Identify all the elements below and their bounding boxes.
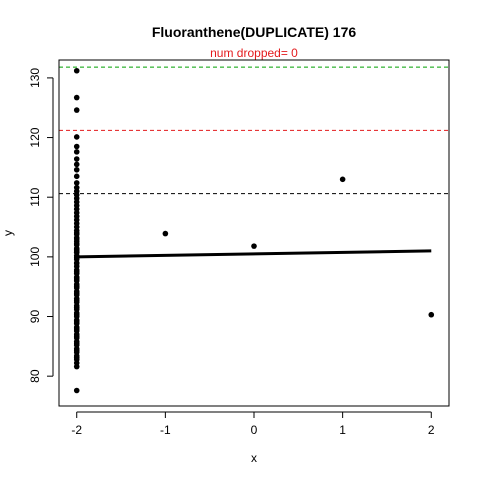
data-point xyxy=(73,107,80,113)
x-tick-label: -2 xyxy=(71,423,82,437)
data-point xyxy=(73,297,80,304)
data-point xyxy=(73,319,80,325)
x-tick-label: 0 xyxy=(251,423,258,437)
data-point xyxy=(428,311,435,318)
data-point xyxy=(162,230,169,237)
data-point xyxy=(73,230,80,236)
data-point xyxy=(73,260,80,267)
data-point xyxy=(73,311,80,318)
data-point xyxy=(73,240,80,247)
data-point xyxy=(73,304,80,311)
x-axis: -2 -1 0 1 2 xyxy=(71,411,435,437)
data-point xyxy=(73,276,80,282)
y-tick-label: 130 xyxy=(28,68,42,88)
data-points xyxy=(73,67,435,394)
data-point xyxy=(73,340,80,347)
y-axis-title: y xyxy=(1,230,15,236)
y-axis: 80 90 100 110 120 130 xyxy=(28,68,54,383)
data-point xyxy=(73,248,80,254)
data-point xyxy=(73,173,80,180)
data-point xyxy=(73,268,80,275)
fit-line-group xyxy=(76,249,432,259)
data-point xyxy=(73,94,80,101)
x-tick-label: -1 xyxy=(160,423,171,437)
data-point xyxy=(73,354,80,361)
data-point xyxy=(73,149,80,155)
data-point xyxy=(73,326,80,332)
data-point xyxy=(73,166,80,173)
data-point xyxy=(73,363,80,370)
data-point xyxy=(73,387,80,394)
y-tick-label: 120 xyxy=(28,127,42,147)
data-point xyxy=(251,243,257,249)
y-tick-label: 100 xyxy=(28,247,42,267)
data-point xyxy=(73,333,80,340)
data-point xyxy=(73,161,80,168)
x-tick-label: 2 xyxy=(428,423,435,437)
data-point xyxy=(339,176,346,183)
data-point xyxy=(73,254,80,261)
data-point xyxy=(73,143,80,150)
y-tick-label: 110 xyxy=(28,187,42,206)
reference-lines xyxy=(59,66,449,195)
data-point xyxy=(73,134,80,140)
data-point xyxy=(73,290,80,297)
data-point xyxy=(73,347,80,354)
x-axis-title: x xyxy=(251,451,257,465)
chart-subtitle: num dropped= 0 xyxy=(210,46,298,60)
data-point xyxy=(73,283,80,289)
y-tick-label: 90 xyxy=(28,310,42,324)
fit-line xyxy=(76,249,432,259)
chart-title: Fluoranthene(DUPLICATE) 176 xyxy=(152,24,357,40)
x-tick-label: 1 xyxy=(339,423,346,437)
data-point xyxy=(73,180,80,186)
data-point xyxy=(73,67,80,74)
data-point xyxy=(73,236,80,242)
plot-frame xyxy=(58,59,450,407)
y-tick-label: 80 xyxy=(28,369,42,383)
data-point xyxy=(73,156,80,162)
